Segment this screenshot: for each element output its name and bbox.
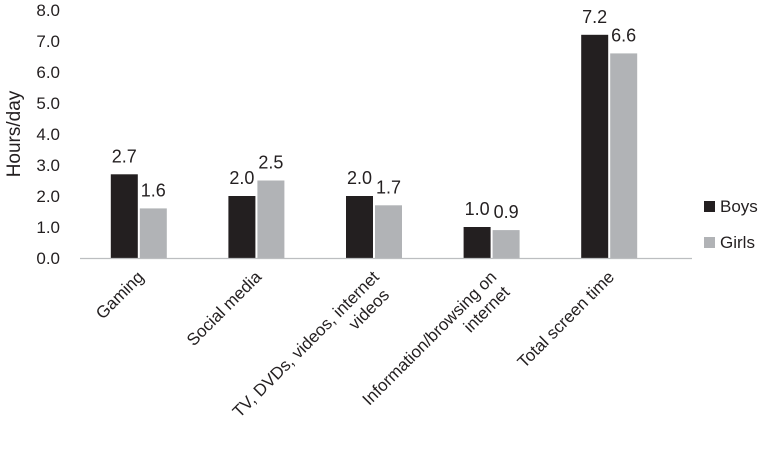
y-tick-label: 2.0 bbox=[36, 187, 60, 206]
data-label: 1.6 bbox=[141, 180, 166, 200]
legend: Boys Girls bbox=[704, 197, 758, 252]
data-label: 2.0 bbox=[347, 168, 372, 188]
y-tick-label: 4.0 bbox=[36, 125, 60, 144]
category-label-line: Gaming bbox=[92, 267, 148, 323]
bar-girls-2 bbox=[375, 205, 402, 258]
y-tick-label: 1.0 bbox=[36, 218, 60, 237]
category-label-line: Social media bbox=[183, 267, 266, 350]
y-axis-title: Hours/day bbox=[4, 90, 25, 177]
y-tick-label: 0.0 bbox=[36, 249, 60, 268]
bars bbox=[110, 34, 638, 259]
legend-swatch-boys bbox=[704, 201, 715, 212]
y-tick-label: 5.0 bbox=[36, 94, 60, 113]
data-labels: 2.71.62.02.52.0 1.71.0 0.97.26.6 bbox=[112, 7, 636, 222]
data-label: 7.2 bbox=[582, 7, 607, 27]
data-label: 0.9 bbox=[494, 202, 519, 222]
y-tick-label: 8.0 bbox=[36, 1, 60, 20]
bar-boys-3 bbox=[463, 227, 491, 258]
bar-girls-1 bbox=[257, 180, 285, 258]
category-label: Social media bbox=[183, 267, 266, 350]
data-label: 2.5 bbox=[258, 153, 283, 173]
bar-boys-1 bbox=[228, 196, 256, 258]
legend-swatch-girls bbox=[704, 237, 715, 248]
data-label: 1.0 bbox=[465, 199, 490, 219]
legend-label: Boys bbox=[720, 197, 758, 216]
bar-girls-3 bbox=[492, 230, 520, 258]
y-axis: 0.0 1.0 2.0 3.0 4.0 5.0 6.0 7.0 8.0 Hours/day bbox=[4, 1, 60, 268]
data-label: 2.7 bbox=[112, 146, 137, 166]
data-label: 6.6 bbox=[611, 25, 636, 45]
bar-boys-4 bbox=[581, 34, 609, 258]
category-label: Total screen time bbox=[514, 267, 618, 371]
category-label: Gaming bbox=[92, 267, 148, 323]
bar-boys-0 bbox=[110, 174, 138, 258]
y-tick-label: 3.0 bbox=[36, 156, 60, 175]
category-label: TV, DVDs, videos, internetvideos bbox=[229, 267, 397, 435]
data-label: 1.7 bbox=[376, 177, 401, 197]
y-tick-label: 7.0 bbox=[36, 32, 60, 51]
y-tick-label: 6.0 bbox=[36, 63, 60, 82]
data-label: 2.0 bbox=[229, 168, 254, 188]
bar-girls-4 bbox=[610, 53, 638, 259]
legend-label: Girls bbox=[720, 233, 755, 252]
category-label-line: Total screen time bbox=[514, 267, 618, 371]
bar-boys-2 bbox=[346, 196, 373, 258]
bar-girls-0 bbox=[139, 208, 167, 258]
